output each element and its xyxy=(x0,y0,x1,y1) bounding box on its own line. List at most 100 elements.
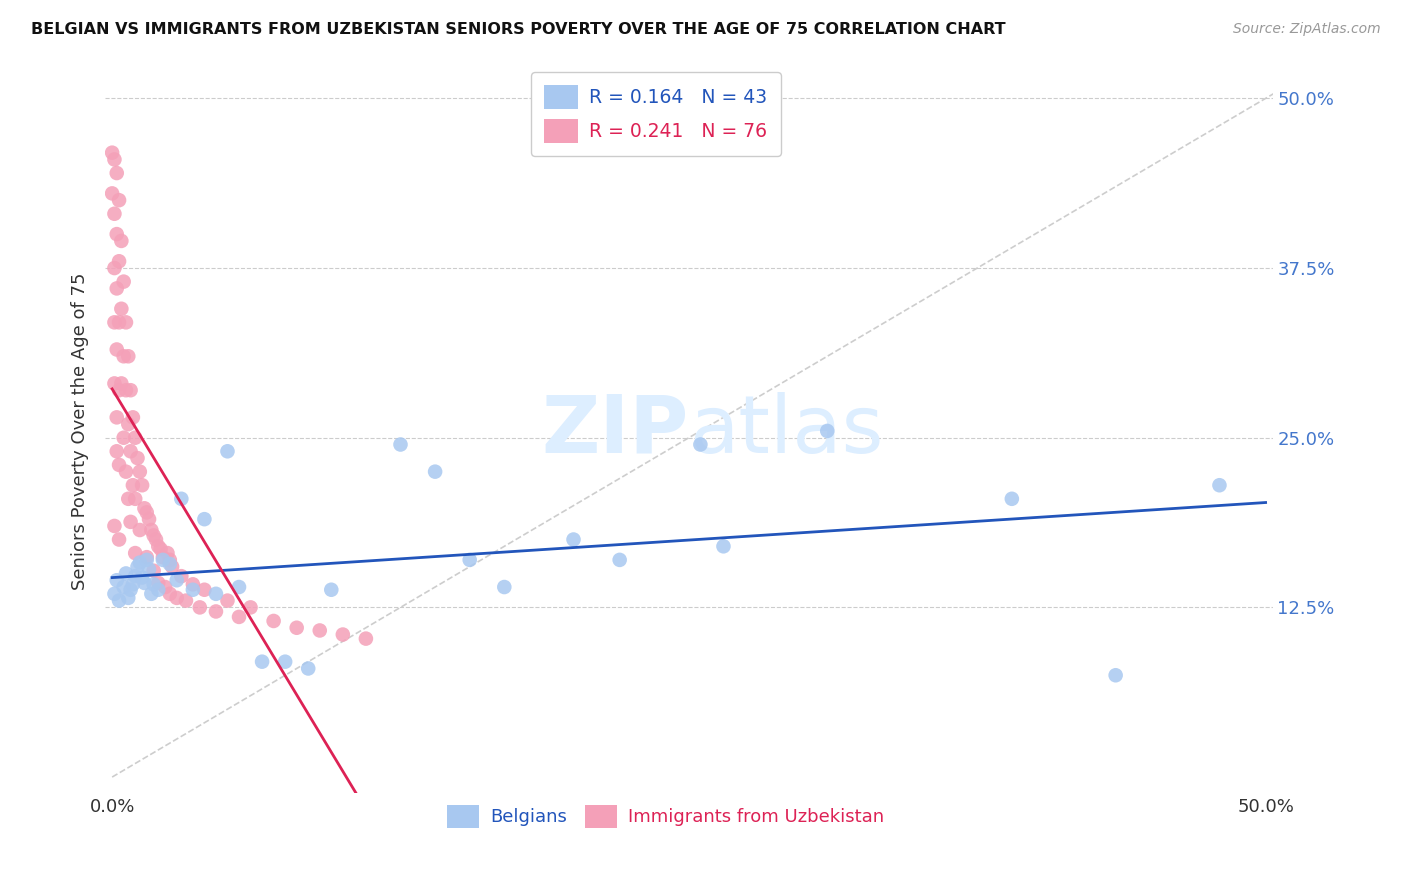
Point xyxy=(149,541,172,556)
Point xyxy=(103,376,125,391)
Point xyxy=(181,577,204,591)
Point xyxy=(108,458,131,472)
Point xyxy=(1001,491,1024,506)
Point xyxy=(239,600,262,615)
Point xyxy=(297,661,319,675)
Point xyxy=(124,491,146,506)
Point xyxy=(217,593,239,607)
Point xyxy=(105,410,128,425)
Text: Source: ZipAtlas.com: Source: ZipAtlas.com xyxy=(1233,22,1381,37)
Point xyxy=(103,587,125,601)
Point xyxy=(193,512,215,526)
Point xyxy=(205,587,228,601)
Point xyxy=(148,576,170,591)
Point xyxy=(105,573,128,587)
Point xyxy=(188,600,211,615)
Point xyxy=(110,301,132,316)
Point xyxy=(108,593,131,607)
Point xyxy=(354,632,377,646)
Point xyxy=(321,582,343,597)
Point xyxy=(166,591,188,605)
Point xyxy=(181,582,204,597)
Point xyxy=(115,566,138,581)
Point xyxy=(458,553,481,567)
Point xyxy=(308,624,330,638)
Point xyxy=(135,505,157,519)
Point xyxy=(159,587,181,601)
Point xyxy=(815,424,838,438)
Point xyxy=(228,580,250,594)
Point xyxy=(117,491,139,506)
Point xyxy=(174,593,197,607)
Point xyxy=(217,444,239,458)
Point xyxy=(562,533,585,547)
Point xyxy=(103,519,125,533)
Point xyxy=(120,582,142,597)
Point xyxy=(609,553,631,567)
Point xyxy=(141,523,163,537)
Point xyxy=(103,261,125,276)
Point xyxy=(228,610,250,624)
Point xyxy=(148,539,170,553)
Point xyxy=(160,559,183,574)
Text: atlas: atlas xyxy=(689,392,883,470)
Point xyxy=(142,528,165,542)
Point xyxy=(689,437,711,451)
Point xyxy=(108,533,131,547)
Point xyxy=(274,655,297,669)
Legend: Belgians, Immigrants from Uzbekistan: Belgians, Immigrants from Uzbekistan xyxy=(440,797,891,835)
Point xyxy=(142,577,165,591)
Point xyxy=(128,465,150,479)
Point xyxy=(389,437,412,451)
Point xyxy=(122,410,145,425)
Point xyxy=(115,383,138,397)
Point xyxy=(117,591,139,605)
Point xyxy=(108,254,131,268)
Text: ZIP: ZIP xyxy=(541,392,689,470)
Point xyxy=(142,564,165,578)
Point xyxy=(105,444,128,458)
Point xyxy=(120,515,142,529)
Point xyxy=(134,576,156,591)
Point xyxy=(112,580,135,594)
Point xyxy=(101,186,124,201)
Point xyxy=(105,281,128,295)
Point xyxy=(166,573,188,587)
Point xyxy=(131,570,153,584)
Point xyxy=(170,491,193,506)
Point xyxy=(110,234,132,248)
Point xyxy=(156,546,179,560)
Point xyxy=(122,577,145,591)
Point xyxy=(110,376,132,391)
Point xyxy=(285,621,308,635)
Point xyxy=(250,655,273,669)
Point xyxy=(713,539,735,553)
Point xyxy=(152,553,174,567)
Point xyxy=(423,465,446,479)
Point xyxy=(159,557,181,571)
Point xyxy=(153,580,176,594)
Point xyxy=(120,383,142,397)
Point xyxy=(141,587,163,601)
Point xyxy=(134,501,156,516)
Point xyxy=(103,315,125,329)
Point xyxy=(127,559,149,574)
Point xyxy=(115,315,138,329)
Point xyxy=(159,553,181,567)
Point xyxy=(105,166,128,180)
Point xyxy=(101,145,124,160)
Y-axis label: Seniors Poverty Over the Age of 75: Seniors Poverty Over the Age of 75 xyxy=(72,272,89,590)
Point xyxy=(108,383,131,397)
Point xyxy=(135,553,157,567)
Point xyxy=(112,275,135,289)
Point xyxy=(108,315,131,329)
Point xyxy=(152,550,174,565)
Point xyxy=(128,523,150,537)
Point xyxy=(145,533,167,547)
Point xyxy=(205,604,228,618)
Point xyxy=(117,349,139,363)
Point xyxy=(105,343,128,357)
Point xyxy=(117,417,139,432)
Point xyxy=(103,153,125,167)
Point xyxy=(124,546,146,560)
